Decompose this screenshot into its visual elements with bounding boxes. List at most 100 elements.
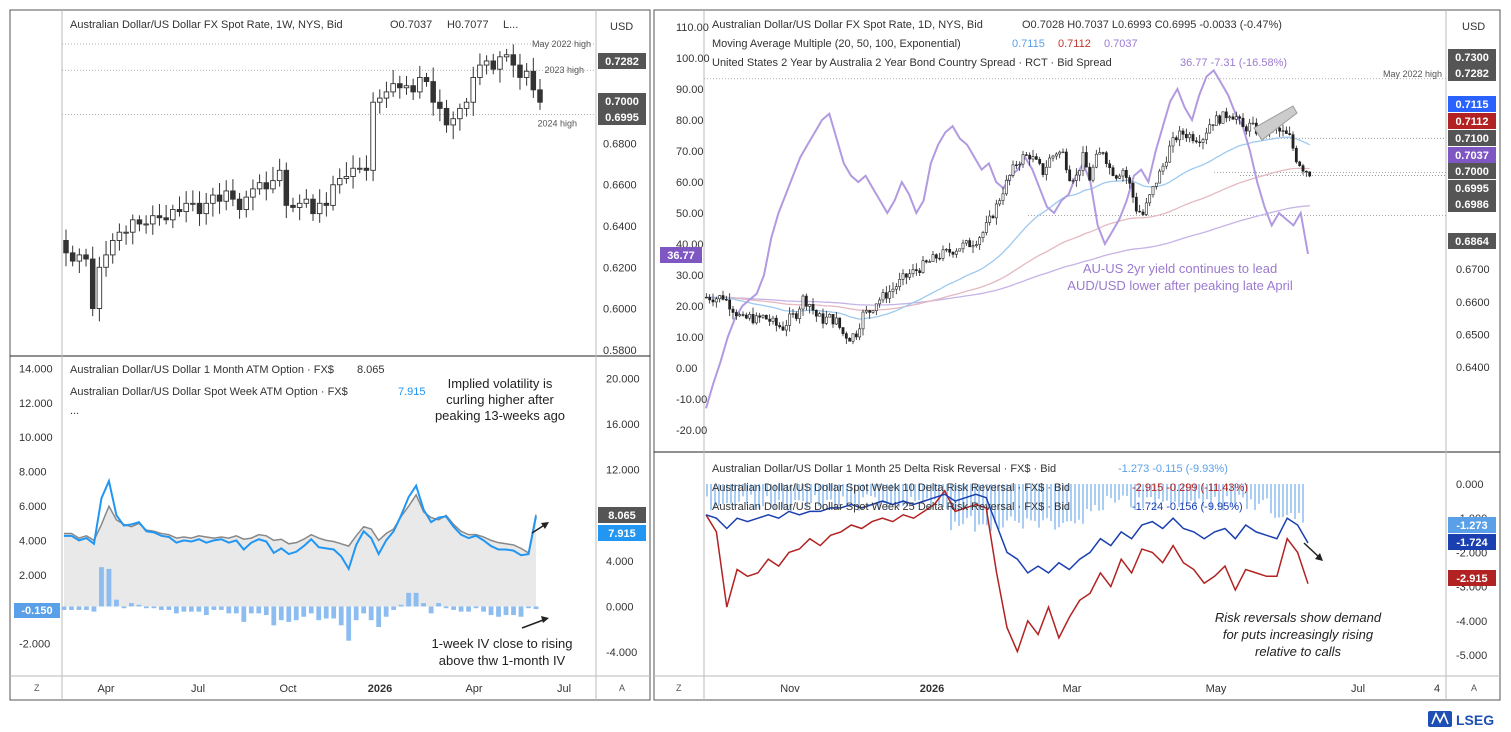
lt-candle-body	[210, 194, 216, 204]
iv-spread-bar	[136, 604, 142, 607]
rr-1m-bar	[726, 484, 728, 504]
rt-candle-body	[784, 325, 788, 331]
iv-spread-bar	[166, 606, 172, 610]
rr-right-label-bg	[1448, 534, 1496, 550]
iv-corner-left[interactable]: Z	[34, 683, 40, 693]
iv-spread-bar	[451, 606, 456, 610]
lt-candle-body	[236, 198, 243, 210]
rt-candle-body	[911, 269, 915, 275]
rt-candle-body	[778, 325, 782, 328]
rr-corner-left[interactable]: Z	[676, 683, 682, 693]
rr-1m-bar	[1298, 484, 1300, 513]
rr-1m-bar	[1010, 484, 1012, 517]
rt-candle-body	[1158, 170, 1162, 184]
rt-candle-body	[1188, 134, 1192, 139]
rt-candle-body	[1248, 122, 1252, 132]
rt-candle-body	[1281, 130, 1285, 132]
lt-candle-body	[303, 198, 310, 204]
iv-xtick: Apr	[465, 683, 482, 695]
rt-candle-body	[1191, 134, 1195, 142]
wedge-pattern	[1253, 105, 1298, 141]
rt-candle-body	[908, 273, 912, 278]
rt-candle-body	[1218, 115, 1222, 124]
lt-candle-body	[330, 184, 336, 206]
rt-candle-body	[1114, 175, 1118, 179]
iv-spread-bar	[338, 606, 344, 626]
rr-1m-bar	[1170, 484, 1172, 505]
iv-spread-bar	[406, 592, 412, 607]
rt-candle-body	[1298, 161, 1302, 166]
rt-right-ytick: 0.6500	[1456, 330, 1490, 342]
rt-price-label-bg	[1448, 65, 1496, 81]
rr-1m-bar	[914, 484, 916, 502]
rr-1m-bar	[1150, 484, 1152, 497]
lt-candle-body	[443, 107, 450, 126]
rt-candle-body	[1131, 182, 1135, 198]
iv-left-ytick: 2.000	[19, 570, 47, 582]
rr-1m-bar	[1262, 484, 1264, 501]
rt-candle-body	[808, 304, 812, 307]
daily-spot-chart[interactable]: 110.00100.0090.0080.0070.0060.0050.0040.…	[660, 19, 1496, 437]
rt-price-label-bg	[1448, 96, 1496, 112]
iv-corner-right[interactable]: A	[619, 683, 625, 693]
iv-left-ytick: 10.000	[19, 432, 53, 444]
rr-1m-bar	[810, 484, 812, 504]
rt-candle-body	[1068, 169, 1072, 182]
rr-1m-bar	[1278, 484, 1280, 518]
lt-candle-body	[483, 60, 490, 66]
rr-1m-bar	[1018, 484, 1020, 523]
rt-candle-body	[994, 203, 998, 219]
rr-1m-bar	[1106, 484, 1108, 496]
rr-1m-bar	[1130, 484, 1132, 508]
rt-price-label-bg	[1448, 163, 1496, 179]
rt-candle-body	[961, 242, 965, 250]
risk-reversal-chart[interactable]: 0.000-1.000-2.000-3.000-4.000-5.000 Nov2…	[676, 463, 1496, 695]
rt-candle-body	[958, 248, 962, 252]
rr-1m-bar	[1002, 484, 1004, 528]
rr-1m-bar	[1290, 484, 1292, 513]
iv-spread-bar	[316, 606, 322, 621]
iv-legend-1-value: 8.065	[357, 364, 385, 376]
iv-spread-bar	[129, 603, 134, 607]
rr-1m-bar	[958, 484, 960, 526]
rt-candle-body	[771, 317, 775, 322]
rt-candle-body	[858, 328, 862, 338]
iv-annot2-line2: above thw 1-month IV	[439, 653, 566, 668]
lt-more: L...	[503, 19, 518, 31]
lt-candle-body	[323, 202, 330, 206]
rt-candle-body	[1014, 164, 1018, 166]
lt-candle-body	[417, 77, 423, 93]
iv-spread-bar	[188, 606, 194, 612]
rt-price-label: 0.7115	[1455, 99, 1488, 111]
rr-1m-bar	[722, 484, 724, 505]
rt-candle-body	[748, 314, 752, 319]
rr-1m-bar	[970, 484, 972, 517]
iv-spread-bar	[428, 606, 434, 614]
lt-candle-body	[230, 190, 236, 200]
rt-candle-body	[728, 299, 732, 310]
iv-chart[interactable]: 14.00012.00010.0008.0006.0004.0002.0000-…	[14, 363, 646, 695]
iv-spread-bar	[121, 606, 127, 609]
rr-1m-bar	[754, 484, 756, 509]
rt-price-label-bg	[1448, 196, 1496, 212]
rr-1m-bar	[798, 484, 800, 501]
lt-price-label-bg	[598, 93, 646, 109]
rr-1m-bar	[1186, 484, 1188, 504]
iv-spread-bar	[173, 606, 179, 614]
rt-candle-body	[744, 314, 748, 319]
rt-left-label-bg	[660, 247, 702, 263]
rr-1m-bar	[1090, 484, 1092, 512]
rt-candle-body	[878, 299, 882, 305]
rr-1m-bar	[898, 484, 900, 508]
brand-icon-mark	[1431, 712, 1449, 725]
iv-left-label-bg	[14, 603, 60, 618]
iv-annot2-line1: 1-week IV close to rising	[432, 636, 573, 651]
lt-candle-body	[390, 83, 396, 93]
rr-1m-bar	[1138, 484, 1140, 498]
rr-1m-bar	[1246, 484, 1248, 509]
rt-candle-body	[824, 316, 828, 324]
rt-candle-body	[971, 245, 975, 248]
rr-corner-right[interactable]: A	[1471, 683, 1477, 693]
rt-price-label-bg	[1448, 147, 1496, 163]
